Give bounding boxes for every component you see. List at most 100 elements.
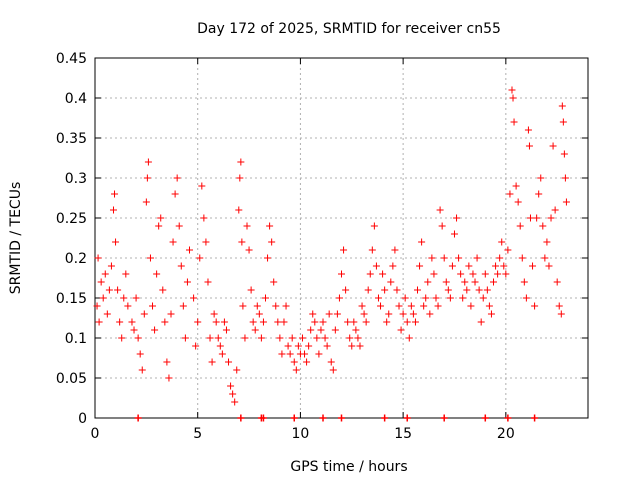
data-point [344, 318, 352, 326]
data-point [103, 310, 111, 318]
data-point [294, 342, 302, 350]
data-point [418, 238, 426, 246]
data-point [183, 278, 191, 286]
data-point [329, 366, 337, 374]
data-point [541, 254, 549, 262]
data-point [473, 254, 481, 262]
data-point [173, 174, 181, 182]
y-tick-label: 0.45 [56, 51, 87, 67]
data-point [370, 222, 378, 230]
y-tick-labels: 0 0.05 0.1 0.15 0.2 0.25 0.3 0.35 0.4 0.45 [56, 51, 87, 427]
data-point [331, 326, 339, 334]
x-tick-labels: 0 5 10 15 20 [91, 426, 515, 442]
data-point [342, 286, 350, 294]
data-point [465, 262, 473, 270]
data-point [461, 278, 469, 286]
data-point [553, 278, 561, 286]
data-point [502, 270, 510, 278]
y-tick-label: 0.35 [56, 131, 87, 147]
data-point [140, 310, 148, 318]
data-point [508, 86, 516, 94]
data-point [274, 318, 282, 326]
data-point [146, 254, 154, 262]
data-point [516, 222, 524, 230]
data-point [233, 366, 241, 374]
data-point [391, 246, 399, 254]
data-point [405, 334, 413, 342]
data-point [346, 334, 354, 342]
zero-marker [237, 414, 245, 422]
data-point [395, 302, 403, 310]
x-axis-label: GPS time / hours [290, 459, 407, 475]
data-point [128, 318, 136, 326]
data-point [305, 342, 313, 350]
data-point [216, 342, 224, 350]
data-point [436, 206, 444, 214]
data-point [255, 310, 263, 318]
data-point [122, 270, 130, 278]
data-point [348, 342, 356, 350]
data-point [416, 262, 424, 270]
data-point [377, 302, 385, 310]
data-point [428, 254, 436, 262]
data-point [537, 174, 545, 182]
data-point [153, 270, 161, 278]
data-point [487, 310, 495, 318]
data-point [438, 222, 446, 230]
data-point [227, 382, 235, 390]
zero-marker [531, 414, 539, 422]
data-point [301, 350, 309, 358]
data-point [278, 350, 286, 358]
data-point [311, 318, 319, 326]
data-point [206, 334, 214, 342]
data-point [518, 254, 526, 262]
x-tick-label: 5 [193, 426, 202, 442]
data-point [243, 222, 251, 230]
data-point [379, 270, 387, 278]
data-point [313, 334, 321, 342]
data-point [309, 310, 317, 318]
data-point [455, 254, 463, 262]
data-point [483, 286, 491, 294]
data-point [321, 334, 329, 342]
data-point [442, 278, 450, 286]
y-tick-label: 0.15 [56, 291, 87, 307]
data-point [387, 278, 395, 286]
data-point [444, 286, 452, 294]
data-point [340, 246, 348, 254]
data-point [229, 390, 237, 398]
y-tick-label: 0.2 [65, 251, 87, 267]
data-point [393, 286, 401, 294]
data-point [138, 366, 146, 374]
data-point [245, 246, 253, 254]
data-point [561, 174, 569, 182]
data-point [475, 286, 483, 294]
data-point [409, 310, 417, 318]
data-point [194, 318, 202, 326]
data-point [107, 262, 115, 270]
zero-marker [290, 414, 298, 422]
data-point [529, 262, 537, 270]
data-point [149, 302, 157, 310]
data-point [112, 238, 120, 246]
y-tick-label: 0.05 [56, 371, 87, 387]
data-point [492, 262, 500, 270]
data-point [496, 254, 504, 262]
data-point [247, 286, 255, 294]
data-point [111, 190, 119, 198]
data-point [198, 182, 206, 190]
data-point [426, 310, 434, 318]
data-point [422, 294, 430, 302]
data-point [177, 262, 185, 270]
zero-marker [338, 414, 345, 422]
data-point [202, 238, 210, 246]
data-point [469, 270, 477, 278]
data-point [142, 198, 150, 206]
grid-lines [95, 58, 588, 418]
data-point [372, 262, 380, 270]
chart-title: Day 172 of 2025, SRMTID for receiver cn5… [197, 21, 501, 37]
data-point [547, 214, 555, 222]
data-point [557, 310, 565, 318]
data-point [218, 350, 226, 358]
data-point [440, 254, 448, 262]
